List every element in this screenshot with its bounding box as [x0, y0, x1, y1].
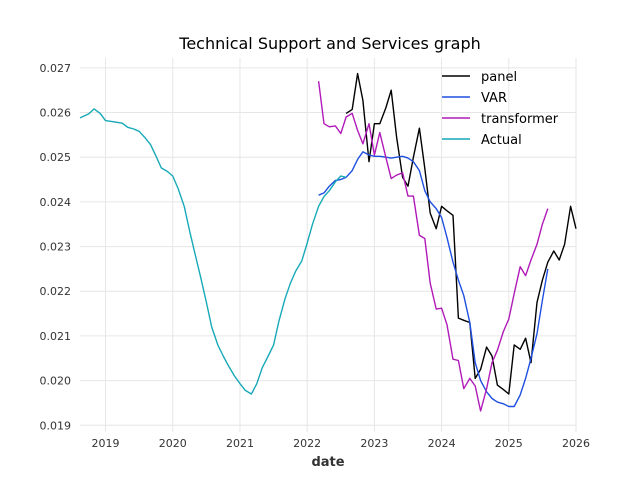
x-tick-label: 2026 [562, 437, 590, 450]
y-tick-label: 0.021 [40, 330, 72, 343]
legend-label-actual: Actual [481, 133, 522, 148]
series-lines [79, 72, 577, 412]
x-tick-label: 2024 [428, 437, 456, 450]
series-line-var [318, 151, 549, 408]
legend-label-var: VAR [481, 91, 507, 106]
y-axis-ticks: 0.019 0.020 0.021 0.022 0.023 0.024 0.025 0.026… [40, 62, 72, 432]
x-tick-label: 2025 [495, 437, 523, 450]
series-line-panel [345, 72, 577, 395]
x-tick-label: 2023 [360, 437, 388, 450]
y-tick-label: 0.022 [40, 285, 72, 298]
x-tick-label: 2019 [92, 437, 120, 450]
x-tick-label: 2022 [293, 437, 321, 450]
legend-label-transformer: transformer [481, 112, 559, 127]
y-tick-label: 0.024 [40, 196, 72, 209]
y-tick-label: 0.027 [40, 62, 72, 75]
x-tick-label: 2020 [159, 437, 187, 450]
y-tick-label: 0.023 [40, 241, 72, 254]
x-axis-label: date [311, 455, 344, 470]
x-tick-label: 2021 [226, 437, 254, 450]
y-tick-label: 0.019 [40, 419, 72, 432]
legend-label-panel: panel [481, 70, 517, 85]
series-line-actual [79, 108, 347, 395]
y-tick-label: 0.020 [40, 375, 72, 388]
legend: panel VAR transformer Actual [442, 70, 559, 148]
y-tick-label: 0.025 [40, 151, 72, 164]
y-tick-label: 0.026 [40, 107, 72, 120]
grid [80, 58, 577, 432]
series-line-transformer [317, 81, 549, 412]
chart-title: Technical Support and Services graph [178, 34, 480, 53]
x-axis-ticks: 2019 2020 2021 2022 2023 2024 2025 2026 [92, 437, 590, 450]
